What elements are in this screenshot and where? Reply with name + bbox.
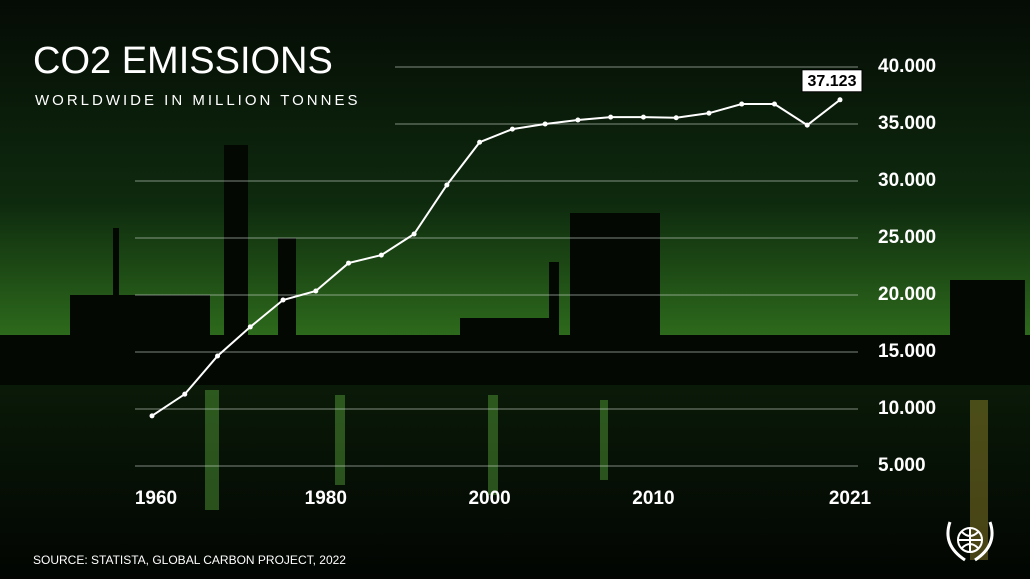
value-label: 37.123 xyxy=(808,73,857,90)
x-tick-label: 2010 xyxy=(632,488,674,509)
y-tick-label: 30.000 xyxy=(878,170,936,191)
x-tick-label: 2021 xyxy=(829,488,872,509)
plot: 5.000 10.000 15.000 20.000 25.000 30.000 35.00… xyxy=(135,56,936,509)
x-tick-label: 1980 xyxy=(305,488,347,509)
data-point xyxy=(280,297,286,303)
x-tick-label: 2000 xyxy=(468,488,510,509)
y-tick-label: 5.000 xyxy=(878,455,926,476)
value-label-box xyxy=(801,69,863,93)
data-point xyxy=(804,122,810,128)
data-point xyxy=(673,115,679,121)
data-point xyxy=(378,252,384,258)
source: SOURCE: STATISTA, GLOBAL CARBON PROJECT,… xyxy=(33,553,346,567)
data-point xyxy=(837,97,843,103)
y-tick-label: 25.000 xyxy=(878,227,936,248)
data-point xyxy=(640,114,646,120)
data-point xyxy=(542,121,548,127)
data-point xyxy=(215,353,221,359)
chart-title: CO2 EMISSIONS xyxy=(33,40,333,82)
emblem xyxy=(946,521,994,562)
data-point xyxy=(477,139,483,145)
data-point xyxy=(313,288,319,294)
data-point xyxy=(509,126,515,132)
data-point xyxy=(608,114,614,120)
y-tick-label: 15.000 xyxy=(878,341,936,362)
data-point xyxy=(182,391,188,397)
data-point xyxy=(346,260,352,266)
y-tick-label: 10.000 xyxy=(878,398,936,419)
skyline xyxy=(0,145,1030,385)
chart-subtitle: WORLDWIDE IN MILLION TONNES xyxy=(35,92,360,109)
data-point xyxy=(247,324,253,330)
reflections xyxy=(205,390,988,560)
x-tick-label: 1960 xyxy=(135,488,177,509)
series-line xyxy=(151,99,841,417)
data-point xyxy=(771,101,777,107)
y-tick-label: 40.000 xyxy=(878,56,936,77)
data-point xyxy=(411,231,417,237)
data-point xyxy=(739,101,745,107)
data-point xyxy=(706,110,712,116)
y-tick-label: 20.000 xyxy=(878,284,936,305)
y-tick-label: 35.000 xyxy=(878,113,936,134)
data-point xyxy=(149,413,155,419)
data-point xyxy=(444,182,450,188)
data-point xyxy=(575,117,581,123)
